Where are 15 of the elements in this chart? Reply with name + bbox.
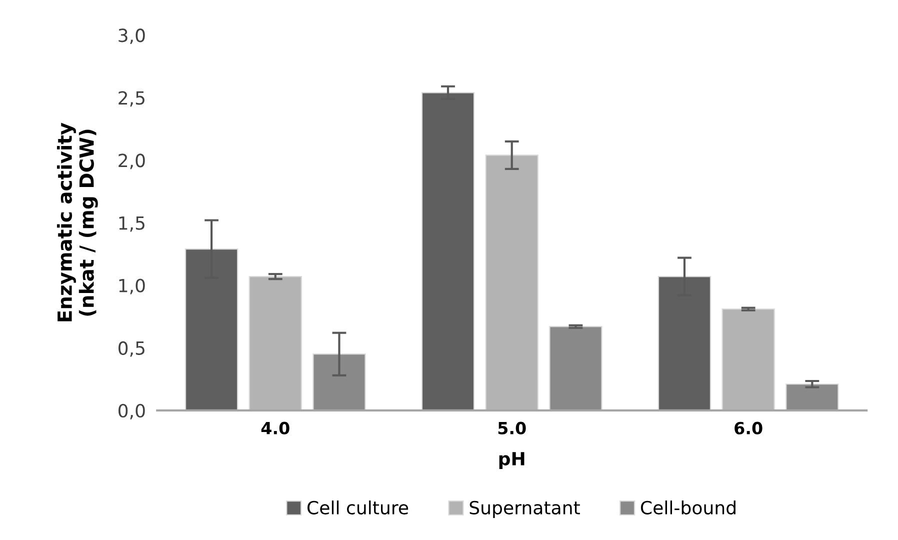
x-axis-title: pH <box>499 452 524 470</box>
x-tick-label: 5.0 <box>498 422 526 434</box>
legend-label: Cell-bound <box>640 500 736 514</box>
x-tick-label: 4.0 <box>261 422 290 434</box>
y-axis-title: Enzymatic activity (nkat / (mg DCW) <box>56 122 98 322</box>
legend-label: Supernatant <box>470 500 580 518</box>
y-tick-label: 1,5 <box>119 216 144 232</box>
y-tick-label: 0,5 <box>118 341 144 357</box>
y-tick-label: 1,0 <box>119 278 145 294</box>
y-tick-label: 0,0 <box>118 404 145 420</box>
y-tick-label: 3,0 <box>118 28 145 44</box>
y-tick-label: 2,5 <box>118 91 144 107</box>
legend-label: Cell culture <box>308 500 408 514</box>
x-tick-label: 6.0 <box>734 422 762 434</box>
y-tick-label: 2,0 <box>118 154 145 170</box>
